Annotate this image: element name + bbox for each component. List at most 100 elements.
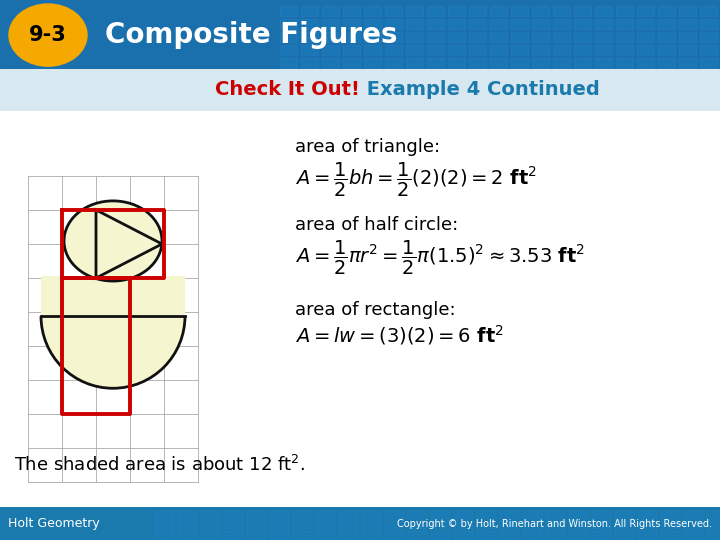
Bar bbox=[595, 19, 612, 29]
Bar bbox=[385, 32, 402, 42]
Bar bbox=[700, 19, 717, 29]
Bar bbox=[469, 58, 486, 68]
Bar bbox=[431, 511, 450, 519]
Bar bbox=[362, 531, 381, 539]
Bar bbox=[553, 6, 570, 16]
Bar bbox=[339, 531, 358, 539]
Bar bbox=[322, 58, 339, 68]
Bar bbox=[385, 511, 404, 519]
Bar bbox=[616, 6, 633, 16]
Bar bbox=[385, 521, 404, 529]
Bar bbox=[301, 6, 318, 16]
Bar bbox=[322, 32, 339, 42]
Bar bbox=[301, 45, 318, 55]
Bar bbox=[280, 32, 297, 42]
Bar bbox=[406, 45, 423, 55]
Bar bbox=[661, 521, 680, 529]
Bar bbox=[638, 521, 657, 529]
Bar bbox=[595, 45, 612, 55]
Bar bbox=[637, 6, 654, 16]
Bar bbox=[385, 19, 402, 29]
Bar bbox=[316, 521, 335, 529]
Bar bbox=[406, 6, 423, 16]
Polygon shape bbox=[96, 210, 162, 278]
Bar bbox=[637, 19, 654, 29]
Bar bbox=[362, 511, 381, 519]
Bar bbox=[546, 531, 565, 539]
Bar bbox=[679, 58, 696, 68]
Bar bbox=[322, 6, 339, 16]
Bar bbox=[293, 531, 312, 539]
Bar bbox=[343, 32, 360, 42]
Bar bbox=[700, 45, 717, 55]
Bar bbox=[684, 531, 703, 539]
Bar bbox=[700, 32, 717, 42]
Bar bbox=[490, 19, 507, 29]
Bar bbox=[574, 45, 591, 55]
Bar bbox=[247, 511, 266, 519]
Bar bbox=[490, 6, 507, 16]
Bar bbox=[280, 6, 297, 16]
Bar bbox=[477, 511, 496, 519]
Bar bbox=[270, 531, 289, 539]
Bar bbox=[532, 6, 549, 16]
Bar bbox=[247, 531, 266, 539]
Bar bbox=[574, 58, 591, 68]
Bar bbox=[707, 521, 720, 529]
Text: Holt Geometry: Holt Geometry bbox=[8, 517, 100, 530]
Bar bbox=[385, 6, 402, 16]
Bar bbox=[707, 531, 720, 539]
Bar bbox=[595, 32, 612, 42]
Bar bbox=[343, 45, 360, 55]
Bar bbox=[364, 6, 381, 16]
Bar bbox=[431, 531, 450, 539]
Bar bbox=[679, 19, 696, 29]
Bar bbox=[523, 511, 542, 519]
Bar bbox=[408, 511, 427, 519]
Bar bbox=[700, 6, 717, 16]
Bar bbox=[469, 6, 486, 16]
Bar bbox=[658, 32, 675, 42]
Bar bbox=[574, 32, 591, 42]
Bar bbox=[247, 521, 266, 529]
Bar bbox=[364, 19, 381, 29]
Bar bbox=[322, 45, 339, 55]
Bar bbox=[293, 521, 312, 529]
Bar bbox=[616, 58, 633, 68]
Bar bbox=[448, 19, 465, 29]
Bar bbox=[637, 45, 654, 55]
Bar bbox=[178, 511, 197, 519]
Bar bbox=[293, 511, 312, 519]
Bar bbox=[270, 511, 289, 519]
Bar bbox=[364, 58, 381, 68]
Bar bbox=[574, 19, 591, 29]
Bar bbox=[385, 45, 402, 55]
Text: Check It Out!: Check It Out! bbox=[215, 80, 360, 99]
Text: Composite Figures: Composite Figures bbox=[105, 21, 397, 49]
Bar bbox=[615, 511, 634, 519]
Wedge shape bbox=[41, 316, 185, 388]
Bar bbox=[448, 58, 465, 68]
Bar bbox=[477, 531, 496, 539]
Text: area of half circle:: area of half circle: bbox=[295, 216, 458, 234]
Bar bbox=[454, 521, 473, 529]
Text: Example 4 Continued: Example 4 Continued bbox=[360, 80, 600, 99]
Bar bbox=[592, 511, 611, 519]
Bar bbox=[339, 511, 358, 519]
Bar bbox=[679, 45, 696, 55]
Bar bbox=[569, 531, 588, 539]
Bar bbox=[406, 19, 423, 29]
Bar bbox=[427, 19, 444, 29]
Bar bbox=[322, 19, 339, 29]
Bar bbox=[427, 58, 444, 68]
Bar bbox=[385, 58, 402, 68]
Bar bbox=[408, 521, 427, 529]
Bar bbox=[595, 58, 612, 68]
Bar bbox=[532, 45, 549, 55]
Bar bbox=[658, 19, 675, 29]
Bar bbox=[155, 521, 174, 529]
Bar bbox=[339, 521, 358, 529]
Bar bbox=[41, 276, 185, 316]
Bar bbox=[362, 521, 381, 529]
Bar bbox=[343, 19, 360, 29]
